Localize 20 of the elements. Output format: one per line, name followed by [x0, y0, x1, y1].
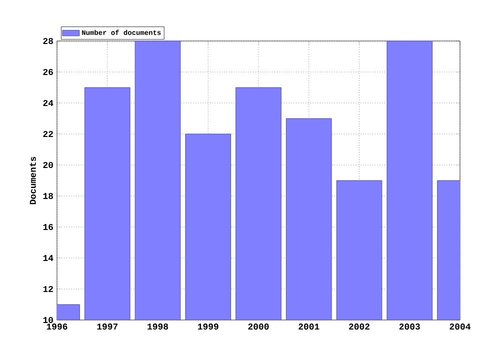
x-tick-label: 2001	[298, 324, 320, 330]
x-tick-label: 1998	[148, 324, 168, 330]
y-tick-label: 14	[43, 255, 54, 261]
x-tick-label: 2003	[399, 324, 420, 330]
y-tick-label: 26	[43, 68, 53, 76]
x-tick-label: 2002	[349, 324, 370, 330]
y-tick-label: 10	[43, 316, 53, 324]
y-tick-label: 18	[43, 192, 54, 200]
x-tick-label: 1996	[46, 324, 68, 330]
y-tick-label: 24	[43, 100, 54, 106]
y-tick-label: 20	[43, 162, 53, 168]
x-tick-label: 2004	[450, 324, 470, 330]
x-tick-label: 2000	[248, 324, 269, 330]
x-tick-label: 1999	[198, 324, 218, 330]
x-tick-label: 1997	[97, 324, 118, 330]
y-tick-label: 22	[43, 131, 53, 137]
y-tick-label: 16	[43, 224, 53, 230]
y-tick-label: 12	[43, 286, 53, 292]
y-axis-title: Documents	[30, 156, 36, 204]
y-tick-label: 28	[43, 38, 54, 44]
